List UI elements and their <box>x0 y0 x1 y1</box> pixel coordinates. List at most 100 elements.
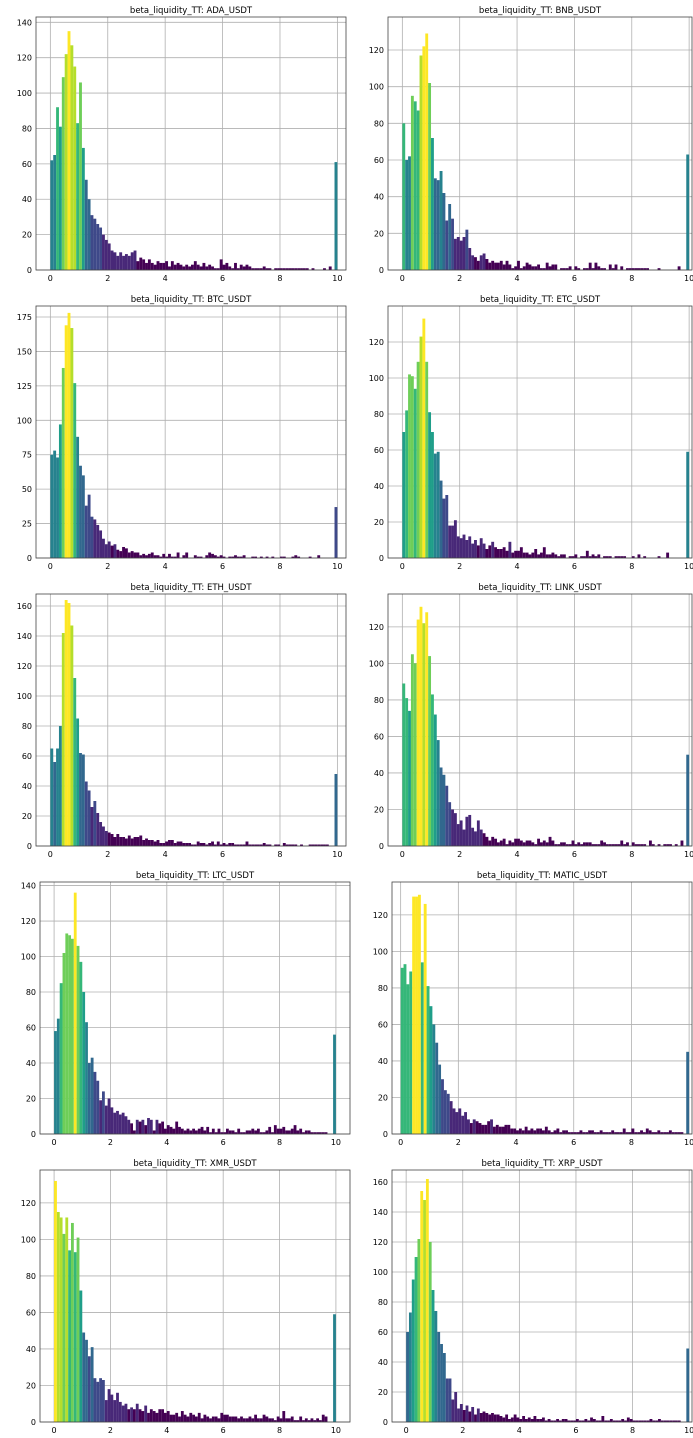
histogram-bar <box>434 1311 438 1422</box>
histogram-bar <box>469 1123 473 1134</box>
histogram-bar <box>59 983 63 1134</box>
histogram-bar <box>436 740 440 846</box>
histogram-bar <box>209 1132 212 1134</box>
histogram-bar <box>228 556 232 558</box>
histogram-bar <box>499 260 503 270</box>
histogram-bar <box>236 556 240 558</box>
histogram-bar <box>474 831 477 846</box>
histogram-bar <box>548 266 552 270</box>
histogram-bar <box>168 840 171 846</box>
histogram-bar <box>242 844 246 846</box>
histogram-bar <box>220 1132 224 1134</box>
histogram-bar <box>641 1420 644 1422</box>
histogram-bar <box>104 239 108 270</box>
histogram-bar <box>316 1418 319 1422</box>
histogram-bar <box>211 1416 215 1422</box>
histogram-bar <box>542 840 546 846</box>
histogram-bar <box>288 1130 291 1134</box>
histogram-bar <box>657 556 661 558</box>
histogram-bar <box>223 1414 226 1422</box>
histogram-bar <box>67 603 71 846</box>
histogram-bar <box>574 554 578 558</box>
histogram-bar <box>502 547 506 558</box>
histogram-bar <box>530 1419 534 1422</box>
histogram-bar <box>175 1121 179 1134</box>
histogram-bar <box>453 520 457 558</box>
histogram-bar <box>582 1132 586 1134</box>
histogram-bar <box>110 834 114 846</box>
histogram-bar <box>262 1132 266 1134</box>
histogram-bar <box>150 840 154 846</box>
histogram-bar <box>216 268 220 270</box>
histogram-bar <box>58 726 62 846</box>
histogram-bar <box>618 1420 622 1422</box>
y-tick-label: 100 <box>373 1268 388 1277</box>
histogram-bar <box>82 992 86 1134</box>
histogram-bar <box>325 844 329 846</box>
histogram-bar <box>666 1132 669 1134</box>
histogram-bar <box>172 1414 176 1422</box>
histogram-bar <box>544 1420 548 1422</box>
histogram-bar <box>147 1118 150 1134</box>
histogram-bar <box>528 840 532 846</box>
histogram-bar <box>147 553 151 558</box>
histogram-bar <box>545 262 549 270</box>
histogram-bar <box>417 894 421 1134</box>
histogram-bar <box>413 101 417 270</box>
y-tick-label: 140 <box>373 1208 388 1217</box>
histogram-bar <box>56 107 59 270</box>
histogram-bar <box>236 268 240 270</box>
y-tick-label: 0 <box>379 266 384 275</box>
histogram-bar <box>192 1128 195 1134</box>
histogram-bar <box>195 1416 198 1422</box>
histogram-bar <box>87 790 91 846</box>
histogram-bar <box>310 1132 314 1134</box>
histogram-bar <box>121 1405 125 1422</box>
y-tick-label: 120 <box>369 623 384 632</box>
histogram-bar <box>321 1414 325 1422</box>
histogram-bar <box>448 1378 452 1422</box>
histogram-bar <box>428 83 432 270</box>
y-tick-label: 0 <box>31 1130 36 1139</box>
histogram-bar <box>416 361 420 558</box>
histogram-bar <box>265 1130 269 1134</box>
histogram-bar <box>178 1126 181 1134</box>
x-tick-label: 4 <box>164 1138 169 1147</box>
histogram-bar <box>660 1132 664 1134</box>
y-tick-label: 0 <box>31 1418 36 1427</box>
histogram-bar <box>219 844 223 846</box>
histogram-bar <box>637 268 641 270</box>
histogram-bar <box>73 892 77 1134</box>
histogram-bar <box>508 264 512 270</box>
histogram-bar <box>316 1132 319 1134</box>
histogram-bar <box>519 840 523 846</box>
histogram-bar <box>223 1132 226 1134</box>
histogram-bar <box>482 833 486 846</box>
histogram-bar <box>113 837 117 846</box>
histogram-bar <box>259 1418 263 1422</box>
y-tick-label: 0 <box>379 554 384 563</box>
histogram-bar <box>428 656 432 846</box>
histogram-bar <box>156 261 160 270</box>
histogram-bar <box>545 842 549 846</box>
histogram-bar <box>643 1420 647 1422</box>
histogram-bar <box>68 1250 71 1422</box>
histogram-bar <box>245 1418 249 1422</box>
histogram-bar <box>54 1180 57 1422</box>
histogram-bar <box>228 266 232 270</box>
x-tick-label: 2 <box>108 1426 113 1435</box>
histogram-bar <box>591 554 595 558</box>
panel-title: beta_liquidity_TT: XMR_USDT <box>133 1159 257 1169</box>
histogram-bar <box>279 556 283 558</box>
histogram-bar <box>423 903 427 1134</box>
y-tick-label: 100 <box>21 1235 36 1244</box>
histogram-bar <box>124 1403 128 1422</box>
histogram-bar <box>551 552 555 558</box>
histogram-bar <box>492 1126 496 1134</box>
y-tick-label: 20 <box>26 1381 36 1390</box>
histogram-bar <box>510 1128 514 1134</box>
x-tick-label: 2 <box>457 274 462 283</box>
histogram-bar <box>420 1191 424 1422</box>
histogram-bar <box>643 268 647 270</box>
y-tick-label: 40 <box>26 1059 36 1068</box>
